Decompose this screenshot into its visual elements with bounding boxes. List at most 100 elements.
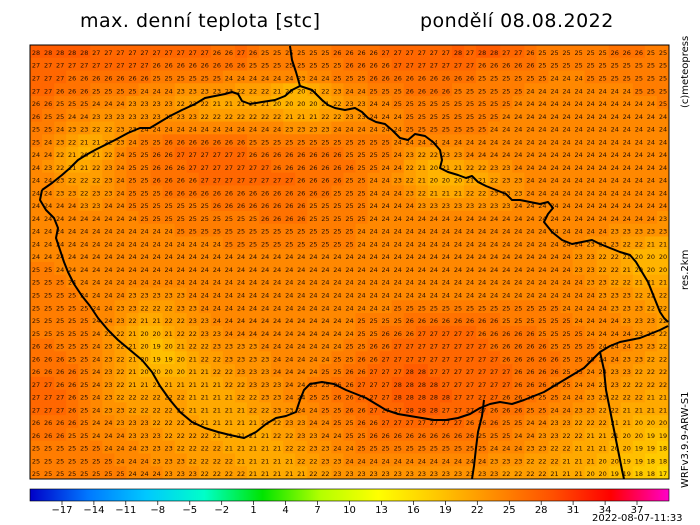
temperature-value: 25 <box>430 113 438 121</box>
temperature-value: 25 <box>261 49 269 57</box>
temperature-value: 27 <box>394 49 402 57</box>
temperature-value: 21 <box>586 445 594 453</box>
temperature-value: 23 <box>406 151 414 159</box>
temperature-value: 26 <box>297 215 305 223</box>
temperature-value: 25 <box>273 240 281 248</box>
temperature-cell <box>343 70 356 84</box>
temperature-value: 25 <box>80 381 88 389</box>
temperature-value: 24 <box>249 291 257 299</box>
temperature-cell <box>174 185 188 199</box>
temperature-value: 25 <box>249 62 257 70</box>
temperature-value: 28 <box>406 394 414 402</box>
temperature-value: 24 <box>140 253 148 261</box>
temperature-value: 25 <box>152 215 160 223</box>
temperature-value: 22 <box>189 457 197 465</box>
temperature-value: 21 <box>309 113 317 121</box>
temperature-cell <box>78 210 91 225</box>
temperature-cell <box>451 45 465 59</box>
temperature-value: 23 <box>116 317 124 325</box>
temperature-value: 21 <box>273 457 281 465</box>
temperature-value: 27 <box>406 355 414 363</box>
temperature-value: 24 <box>574 126 582 134</box>
temperature-value: 26 <box>502 62 510 70</box>
temperature-cell <box>403 70 417 84</box>
temperature-value: 25 <box>502 419 510 427</box>
temperature-value: 23 <box>309 445 317 453</box>
temperature-value: 26 <box>490 330 498 338</box>
temperature-value: 24 <box>297 381 305 389</box>
temperature-value: 23 <box>369 470 377 478</box>
temperature-cell <box>198 45 212 59</box>
temperature-value: 24 <box>442 457 450 465</box>
temperature-value: 24 <box>550 74 558 82</box>
temperature-value: 21 <box>635 406 643 414</box>
temperature-value: 24 <box>514 113 522 121</box>
temperature-value: 24 <box>309 291 317 299</box>
temperature-value: 24 <box>201 126 209 134</box>
temperature-cell <box>126 70 139 84</box>
temperature-value: 24 <box>261 266 269 274</box>
temperature-value: 23 <box>623 317 631 325</box>
temperature-cell <box>608 70 622 84</box>
temperature-cell <box>415 198 429 212</box>
temperature-value: 27 <box>104 49 112 57</box>
temperature-value: 20 <box>165 343 173 351</box>
temperature-cell <box>234 210 248 225</box>
temperature-value: 25 <box>321 368 329 376</box>
temperature-value: 23 <box>490 470 498 478</box>
temperature-value: 23 <box>586 279 594 287</box>
temperature-value: 24 <box>273 304 281 312</box>
temperature-value: 24 <box>526 432 534 440</box>
temperature-cell <box>548 70 561 84</box>
temperature-value: 21 <box>562 470 570 478</box>
temperature-value: 27 <box>92 62 100 70</box>
temperature-cell <box>162 134 176 148</box>
temperature-value: 24 <box>297 330 305 338</box>
temperature-value: 23 <box>92 202 100 210</box>
temperature-value: 18 <box>635 470 643 478</box>
temperature-cell <box>367 121 381 135</box>
temperature-value: 24 <box>478 228 486 236</box>
temperature-value: 19 <box>152 355 160 363</box>
temperature-value: 24 <box>635 177 643 185</box>
temperature-value: 24 <box>177 240 185 248</box>
temperature-value: 24 <box>647 215 655 223</box>
temperature-value: 20 <box>659 253 667 261</box>
temperature-value: 22 <box>502 470 510 478</box>
temperature-cell <box>415 57 429 71</box>
temperature-value: 26 <box>550 355 558 363</box>
temperature-value: 26 <box>152 151 160 159</box>
temperature-cell <box>415 96 429 110</box>
temperature-cell <box>596 96 610 110</box>
temperature-cell <box>271 172 284 186</box>
temperature-cell <box>150 108 164 122</box>
temperature-value: 21 <box>297 470 305 478</box>
temperature-value: 25 <box>68 304 76 312</box>
temperature-value: 24 <box>309 74 317 82</box>
temperature-cell <box>560 108 573 122</box>
temperature-cell <box>126 198 139 212</box>
temperature-cell <box>295 172 308 186</box>
temperature-value: 25 <box>659 49 667 57</box>
temperature-cell <box>644 134 658 148</box>
temperature-cell <box>343 57 356 71</box>
temperature-cell <box>451 121 465 135</box>
temperature-value: 24 <box>442 228 450 236</box>
temperature-value: 23 <box>273 406 281 414</box>
temperature-value: 24 <box>249 74 257 82</box>
temperature-value: 24 <box>611 202 619 210</box>
temperature-value: 25 <box>442 100 450 108</box>
temperature-value: 27 <box>56 394 64 402</box>
temperature-value: 23 <box>92 189 100 197</box>
temperature-value: 24 <box>418 228 426 236</box>
temperature-value: 26 <box>165 164 173 172</box>
temperature-cell <box>632 185 646 199</box>
temperature-value: 23 <box>502 177 510 185</box>
temperature-value: 24 <box>490 266 498 274</box>
temperature-value: 24 <box>225 266 233 274</box>
temperature-value: 25 <box>406 445 414 453</box>
temperature-cell <box>512 134 525 148</box>
temperature-value: 24 <box>502 126 510 134</box>
temperature-value: 22 <box>623 381 631 389</box>
temperature-cell <box>54 96 67 110</box>
